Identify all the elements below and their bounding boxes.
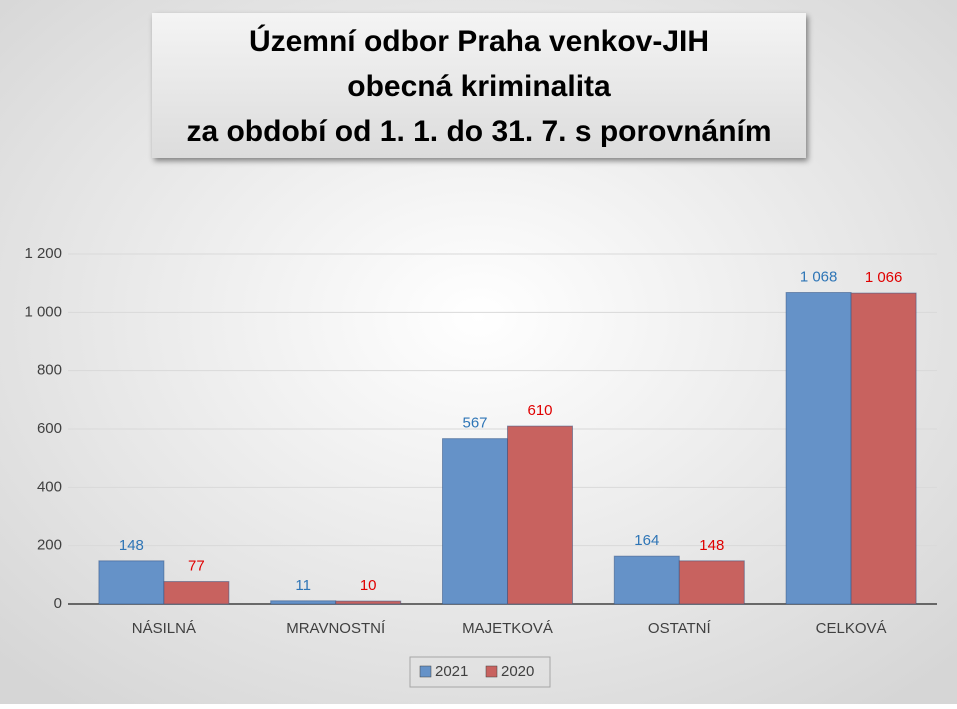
x-tick-label: OSTATNÍ xyxy=(648,620,712,637)
bar xyxy=(163,581,230,605)
data-label: 567 xyxy=(462,415,487,432)
y-tick-label: 1 200 xyxy=(24,245,62,262)
y-tick-label: 200 xyxy=(37,537,62,554)
legend-label: 2021 xyxy=(435,663,468,680)
data-label: 148 xyxy=(119,537,144,554)
bar xyxy=(270,600,337,605)
chart-title: za období od 1. 1. do 31. 7. s porovnání… xyxy=(186,115,771,148)
y-tick-label: 0 xyxy=(54,595,62,612)
bar xyxy=(678,560,745,605)
y-tick-label: 600 xyxy=(37,420,62,437)
legend-swatch xyxy=(485,665,498,678)
bar xyxy=(98,560,165,605)
x-tick-label: MRAVNOSTNÍ xyxy=(286,620,386,637)
y-tick-label: 1 000 xyxy=(24,303,62,320)
data-label: 148 xyxy=(699,537,724,554)
legend-swatch xyxy=(419,665,432,678)
data-label: 11 xyxy=(295,577,311,594)
y-tick-label: 800 xyxy=(37,362,62,379)
legend: 2021 2020 xyxy=(409,656,551,688)
legend-label: 2020 xyxy=(501,663,534,680)
title-box xyxy=(152,13,806,158)
x-tick-label: MAJETKOVÁ xyxy=(462,620,553,637)
chart-title: Územní odbor Praha venkov-JIH xyxy=(249,24,709,58)
bar xyxy=(335,600,402,605)
data-label: 1 066 xyxy=(865,269,903,286)
bar xyxy=(850,292,917,605)
y-tick-label: 400 xyxy=(37,478,62,495)
data-label: 1 068 xyxy=(800,268,838,285)
data-label: 10 xyxy=(360,577,377,594)
bar xyxy=(507,425,573,605)
data-label: 164 xyxy=(634,532,659,549)
x-tick-label: CELKOVÁ xyxy=(816,620,887,637)
data-label: 77 xyxy=(188,558,205,575)
bar xyxy=(785,292,852,605)
bar xyxy=(613,555,680,605)
bar xyxy=(442,438,508,605)
legend-box xyxy=(409,656,551,688)
data-label: 610 xyxy=(527,402,552,419)
title: Územní odbor Praha venkov-JIH obecná krim… xyxy=(186,24,771,148)
x-tick-label: NÁSILNÁ xyxy=(132,620,196,637)
chart-title: obecná kriminalita xyxy=(347,70,611,103)
